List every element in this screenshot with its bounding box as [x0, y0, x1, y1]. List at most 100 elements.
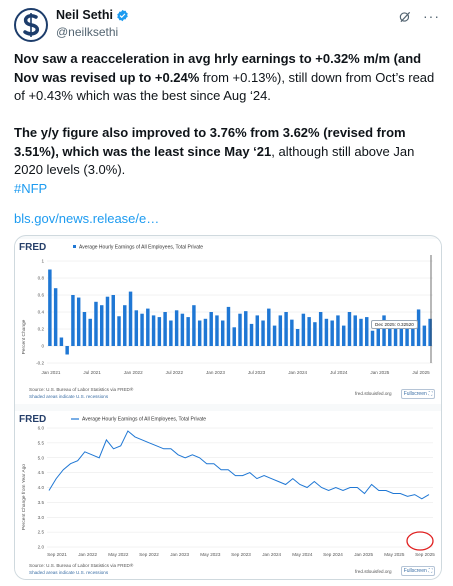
y-tick-label: 2.5: [38, 530, 45, 535]
x-tick-label: Jan 2021: [42, 370, 61, 375]
bar: [128, 291, 133, 346]
bar: [307, 317, 311, 346]
x-tick-label: Jan 2022: [78, 552, 97, 557]
bar: [330, 320, 334, 346]
x-tick-label: Jul 2022: [166, 370, 184, 375]
y-tick-label: 0.2: [38, 327, 45, 332]
bar: [405, 325, 409, 346]
bar: [347, 312, 352, 346]
bar: [88, 318, 92, 346]
y-tick-label: 4.5: [38, 470, 45, 475]
media-card[interactable]: FRED Average Hourly Earnings of All Empl…: [14, 235, 442, 580]
bar: [428, 318, 432, 346]
bar: [376, 320, 380, 346]
x-tick-label: Jan 2025: [370, 370, 389, 375]
y-tick-label: -0.2: [36, 361, 44, 366]
monthly-change-chart: FRED Average Hourly Earnings of All Empl…: [19, 242, 433, 399]
fullscreen-button[interactable]: Fullscreen ⛶: [401, 566, 435, 576]
y-tick-label: 5.5: [38, 440, 45, 445]
y-tick-label: 1: [41, 259, 44, 264]
bar: [100, 305, 104, 346]
external-link[interactable]: bls.gov/news.release/e…: [14, 211, 160, 226]
bar: [53, 288, 58, 346]
bar: [163, 312, 167, 346]
tweet-p1-bold: Nov saw a reacceleration in avg hrly ear…: [14, 51, 422, 85]
more-options-icon[interactable]: ···: [423, 8, 440, 24]
tweet-paragraph-1: Nov saw a reacceleration in avg hrly ear…: [14, 50, 442, 106]
hashtag-link[interactable]: #NFP: [14, 180, 48, 196]
shaded-note[interactable]: Shaded areas indicate U.S. recessions: [29, 394, 109, 399]
chart-legend: Average Hourly Earnings of All Employees…: [79, 245, 203, 251]
bar: [169, 320, 173, 346]
y-axis-label: Percent Change: [21, 319, 27, 354]
bar: [267, 308, 271, 346]
x-tick-label: May 2024: [292, 552, 313, 557]
x-tick-label: Jan 2023: [206, 370, 225, 375]
dollar-s-logo-icon: [23, 13, 40, 37]
bar: [324, 318, 329, 346]
legend-swatch: [73, 245, 76, 248]
bar: [411, 320, 415, 346]
series-line: [48, 430, 430, 500]
fred-site[interactable]: fred.stlouisfed.org: [355, 569, 392, 574]
fullscreen-button[interactable]: Fullscreen ⛶: [401, 389, 435, 399]
fred-logo: FRED: [19, 414, 46, 425]
fred-site[interactable]: fred.stlouisfed.org: [355, 391, 392, 396]
x-tick-label: Sep 2021: [47, 552, 67, 557]
tweet-p2-rest: , although still above Jan 2020 levels (…: [14, 143, 415, 178]
avatar[interactable]: [14, 8, 48, 42]
x-tick-label: Jan 2022: [124, 370, 143, 375]
x-tick-label: Jan 2024: [262, 552, 281, 557]
top-chart[interactable]: FRED Average Hourly Earnings of All Empl…: [15, 239, 441, 404]
chart-legend: Average Hourly Earnings of All Employees…: [82, 417, 206, 423]
x-tick-label: Sep 2022: [139, 552, 159, 557]
y-tick-label: 5.0: [38, 455, 45, 460]
bottom-chart[interactable]: FRED Average Hourly Earnings of All Empl…: [15, 411, 441, 579]
bar: [151, 315, 156, 346]
bar: [215, 315, 219, 346]
bar: [238, 313, 242, 346]
bar: [71, 295, 75, 346]
bar: [353, 315, 357, 346]
bar: [318, 312, 323, 346]
bar: [123, 305, 127, 346]
bar: [244, 311, 248, 346]
handle[interactable]: @neilksethi: [56, 25, 119, 39]
bar: [203, 318, 208, 346]
bar: [226, 306, 231, 346]
bar: [261, 320, 265, 346]
bar: [422, 325, 427, 346]
x-tick-label: May 2022: [108, 552, 129, 557]
y-tick-label: 0.6: [38, 293, 45, 298]
grok-icon[interactable]: [398, 10, 412, 24]
bar: [290, 319, 294, 346]
bar: [59, 337, 64, 346]
y-tick-label: 4.0: [38, 485, 45, 490]
bar: [382, 315, 386, 346]
chart-source: Source: U.S. Bureau of Labor Statistics …: [29, 562, 134, 568]
x-tick-label: Jul 2024: [330, 370, 348, 375]
bar: [393, 320, 398, 346]
bar: [65, 346, 69, 355]
display-name[interactable]: Neil Sethi: [56, 8, 113, 22]
x-tick-label: Jul 2023: [248, 370, 266, 375]
verified-badge-icon: [117, 9, 128, 21]
bar: [295, 329, 300, 346]
tweet-p1-rest: from +0.13%), still down from Oct’s read…: [14, 69, 435, 104]
bar: [140, 313, 144, 346]
bar: [388, 327, 392, 346]
shaded-note[interactable]: Shaded areas indicate U.S. recessions: [29, 570, 109, 575]
tweet-paragraph-2: The y/y figure also improved to 3.76% fr…: [14, 124, 442, 180]
x-tick-label: Jan 2024: [288, 370, 307, 375]
x-tick-label: Sep 2025: [415, 552, 435, 557]
y-tick-label: 3.0: [38, 515, 45, 520]
x-tick-label: Jul 2025: [412, 370, 430, 375]
bar: [82, 312, 87, 346]
fullscreen-label: Fullscreen: [403, 391, 427, 397]
bar: [359, 318, 363, 346]
y-tick-label: 3.5: [38, 500, 45, 505]
x-tick-label: May 2023: [200, 552, 221, 557]
bar: [192, 305, 196, 346]
bar: [209, 312, 213, 346]
yoy-change-chart: FRED Average Hourly Earnings of All Empl…: [19, 414, 435, 575]
